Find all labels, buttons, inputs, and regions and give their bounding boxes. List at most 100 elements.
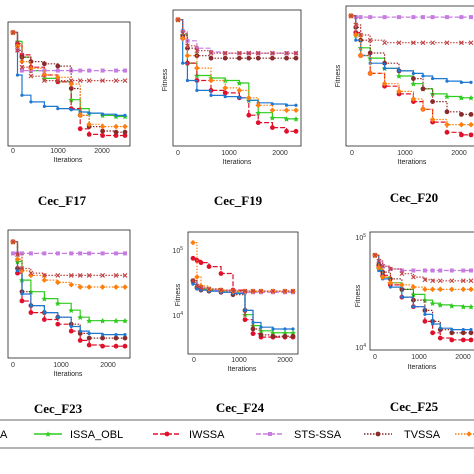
data-point [101,112,105,116]
legend: A ISSA_OBL IWSSA STS-SSA TVSSA [0,419,474,449]
data-point [68,96,75,103]
data-point [255,55,261,61]
data-point [422,297,428,303]
data-point [367,50,373,56]
data-point [251,320,255,325]
data-point [430,15,435,20]
legend-label: ISSA_OBL [70,429,123,441]
data-point [113,123,119,130]
data-point [113,284,119,290]
data-point [113,317,119,324]
data-point [399,282,405,288]
data-point [56,315,60,319]
data-point [179,35,186,42]
data-point [430,40,435,46]
data-point [368,15,373,20]
data-point [222,77,228,84]
data-point [293,55,299,61]
data-point [430,330,435,336]
x-tick-labels: 0 1000 2000 [11,362,116,369]
data-point [246,55,252,61]
data-point [468,303,474,310]
data-point [208,50,214,56]
x-tick-label: 1000 [50,148,66,155]
data-point [422,318,428,324]
legend-sample [34,431,62,437]
data-point [387,266,393,272]
data-point [291,327,295,331]
data-point [258,332,264,338]
x-tick-labels: 0 1000 2000 [11,148,110,155]
data-point [255,102,262,109]
data-point [218,287,224,293]
legend-marker [466,431,472,437]
data-point [55,78,61,84]
data-point [122,317,128,324]
data-point [437,278,443,284]
data-point [236,55,242,61]
data-point [410,291,417,298]
data-point [29,100,33,104]
data-point [468,330,474,336]
data-point [411,76,416,81]
legend-samples [34,431,474,437]
data-point [100,68,105,73]
data-point [86,342,92,348]
x-tick-label: 2000 [455,354,471,361]
legend-label: STS-SSA [294,429,342,441]
data-point [270,333,276,339]
data-point [86,335,92,341]
data-point [28,73,34,79]
data-point [284,103,289,107]
data-point [468,40,474,46]
data-point [86,78,92,84]
data-point [270,102,274,106]
legend-sample [256,432,284,436]
data-point [270,55,275,61]
data-point [459,80,463,84]
data-point [77,338,83,343]
data-point [449,330,455,336]
data-point [259,325,263,329]
data-point [68,328,74,334]
data-point [15,48,20,53]
data-point [41,273,47,278]
data-point [459,112,464,117]
data-point [28,288,34,295]
x-axis-label: Iterations [54,371,83,378]
y-axis-label: Fitness [355,284,362,307]
data-point [468,112,474,117]
data-point [431,76,435,81]
x-tick-labels: 0 1000 2000 [192,357,293,364]
data-point [68,281,75,288]
data-point [445,15,449,20]
data-point [236,50,242,56]
x-tick-label: 2000 [451,150,467,157]
data-point [190,278,196,284]
data-point [77,314,83,320]
data-point [14,43,21,49]
x-axis-label: Iterations [398,159,427,166]
data-point [195,88,199,92]
x-tick-label: 0 [373,354,377,361]
chart-panel-cec-f19: Fitness 0 1000 2000 Iterations Cec_F19 [162,9,302,208]
x-tick-label: 1000 [411,354,427,361]
data-point [42,104,46,108]
x-tick-label: 0 [11,362,15,369]
data-point [69,324,73,329]
data-point [459,40,464,46]
data-point [444,40,450,46]
data-point [78,329,82,333]
data-point [420,40,426,46]
data-point [198,285,204,291]
x-tick-label: 1000 [231,357,247,364]
data-point [194,46,199,51]
data-point [353,32,359,38]
series-line [375,254,471,290]
data-point [42,251,47,256]
data-point [284,50,289,56]
chart-panel-cec-f17: 0 1000 2000 Iterations Cec_F17 [7,21,131,208]
data-point [185,78,190,83]
data-point [209,49,214,54]
series-unlabeled-4 [11,30,127,117]
